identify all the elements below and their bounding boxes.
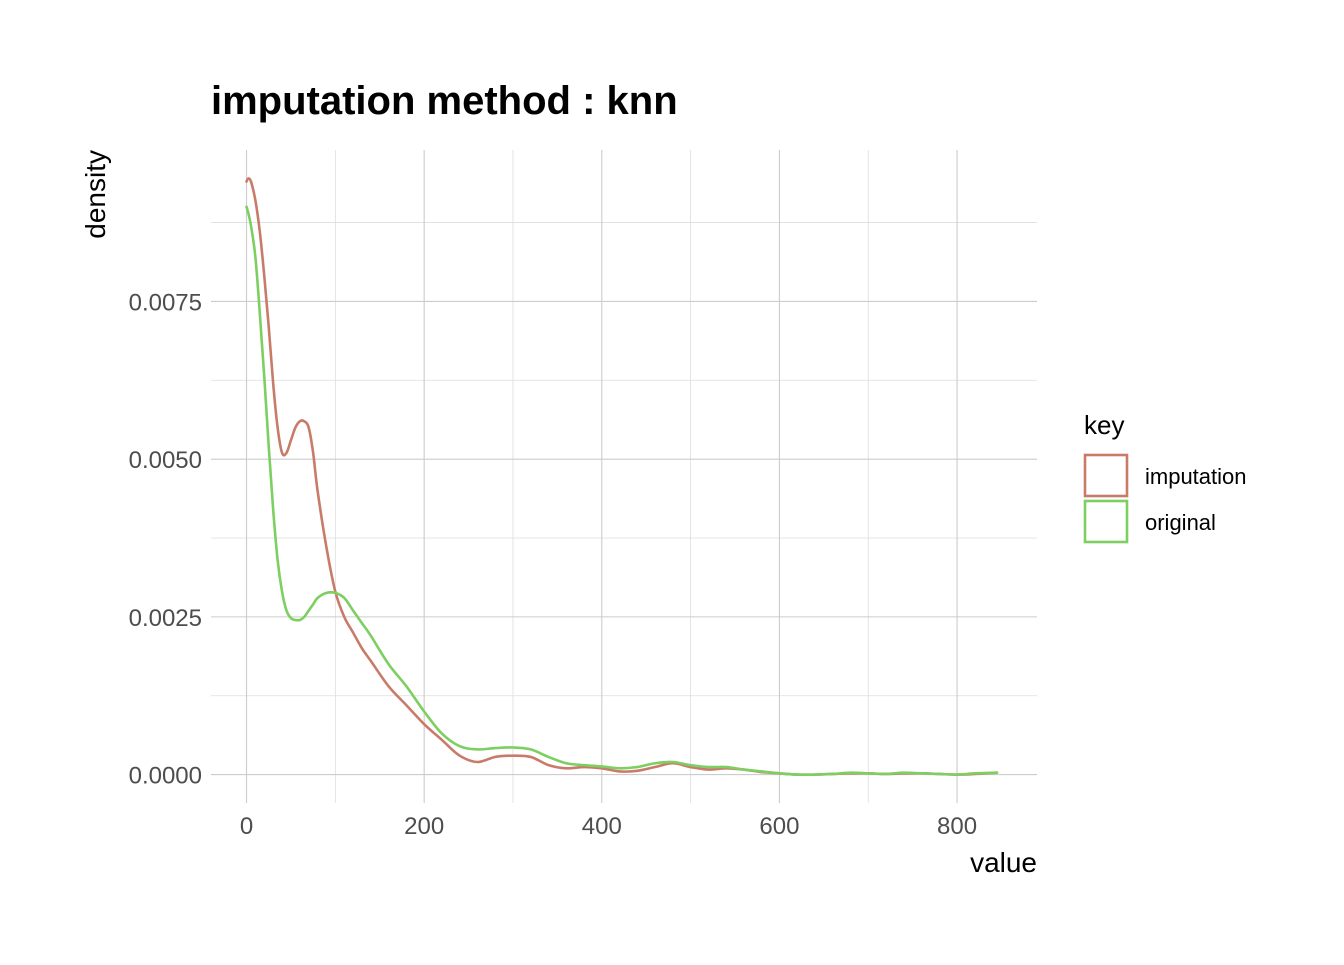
x-axis-title: value xyxy=(970,847,1037,878)
x-axis-ticks: 0 200 400 600 800 xyxy=(240,813,977,840)
y-tick-label-1: 0.0025 xyxy=(129,605,202,632)
x-tick-label-0: 0 xyxy=(240,813,253,840)
series-line-imputation xyxy=(245,177,999,777)
series-line-original xyxy=(245,205,999,777)
legend-key-original xyxy=(1083,499,1129,544)
series-lines xyxy=(245,177,999,777)
legend-label-imputation: imputation xyxy=(1145,464,1247,489)
x-tick-label-1: 200 xyxy=(404,813,444,840)
legend-label-original: original xyxy=(1145,510,1216,535)
x-tick-label-3: 600 xyxy=(759,813,799,840)
y-tick-label-2: 0.0050 xyxy=(129,447,202,474)
chart-title: imputation method : knn xyxy=(211,79,678,123)
y-axis-title: density xyxy=(80,150,111,239)
y-tick-label-0: 0.0000 xyxy=(129,763,202,790)
legend-title: key xyxy=(1084,410,1124,440)
x-tick-label-2: 400 xyxy=(582,813,622,840)
x-tick-label-4: 800 xyxy=(937,813,977,840)
legend-key-imputation xyxy=(1083,453,1129,498)
y-axis-ticks: 0.0000 0.0025 0.0050 0.0075 xyxy=(129,289,202,789)
legend-items: imputation original xyxy=(1083,453,1247,544)
legend: key imputation original xyxy=(1083,410,1247,544)
y-tick-label-3: 0.0075 xyxy=(129,289,202,316)
grid xyxy=(211,150,1037,803)
